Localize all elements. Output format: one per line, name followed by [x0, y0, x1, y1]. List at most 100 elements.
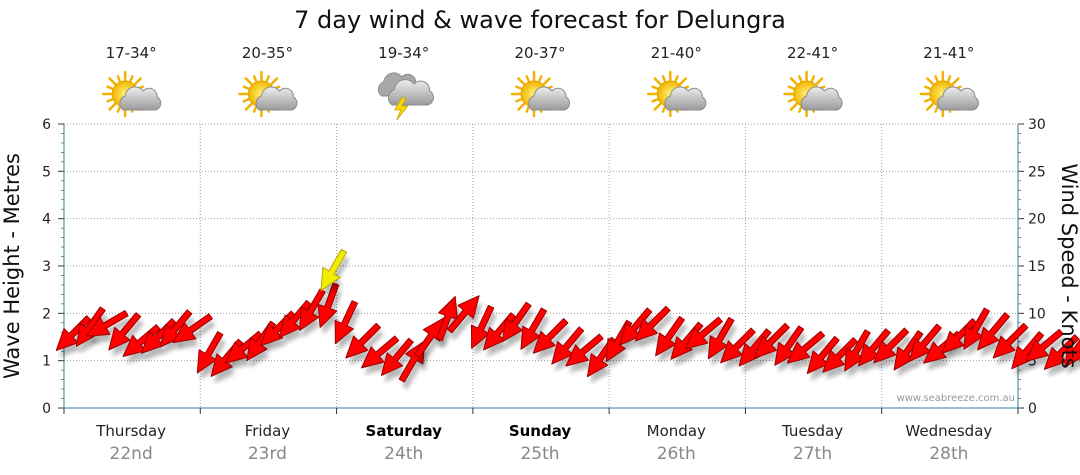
- day-header-tuesday: 22-41° Tuesday 27th: [781, 44, 843, 464]
- sun-ray: [242, 98, 250, 103]
- day-date-label: 28th: [929, 444, 968, 464]
- sun-ray: [798, 75, 803, 83]
- wind-arrow: [345, 322, 382, 359]
- wind-arrow-shape: [909, 323, 942, 362]
- wind-arrow-shape: [992, 322, 1029, 359]
- arrow-shadow: [790, 338, 828, 371]
- wind-arrow: [159, 309, 193, 348]
- left-tick-label: 2: [42, 306, 51, 322]
- temp-range-label: 20-35°: [242, 44, 293, 62]
- arrow-shadow-shape: [723, 335, 759, 370]
- wind-arrow: [754, 322, 790, 359]
- day-name-label: Wednesday: [905, 422, 992, 440]
- day-header-thursday: 17-34° Thursday 22nd: [95, 44, 166, 464]
- left-axis-title: Wave Height - Metres: [0, 153, 24, 379]
- arrow-shadow: [876, 335, 912, 370]
- wind-arrow: [786, 330, 826, 364]
- sun-ray: [108, 102, 117, 111]
- arrow-shadow: [638, 313, 674, 348]
- day-header-friday: 20-35° Friday 23rd: [238, 44, 298, 464]
- sun-ray: [661, 105, 667, 113]
- sun-ray: [787, 85, 795, 90]
- wind-arrow-shape: [334, 300, 359, 345]
- wind-arrow: [520, 307, 548, 350]
- arrow-shadow: [757, 330, 793, 365]
- arrow-shadow-shape: [175, 320, 216, 350]
- right-tick-label: 0: [1028, 401, 1037, 417]
- sun-ray: [515, 85, 523, 90]
- sun-ray: [926, 102, 935, 111]
- sun-ray: [108, 77, 117, 86]
- wind-arrow: [446, 295, 480, 334]
- wind-arrow: [470, 304, 495, 349]
- arrow-shadow-shape: [364, 343, 402, 375]
- wind-arrow-shape: [655, 315, 685, 357]
- wind-arrow: [501, 301, 532, 343]
- wind-arrow-shape: [1043, 334, 1080, 370]
- wind-arrow-shape: [551, 326, 585, 365]
- wind-arrow: [532, 318, 569, 354]
- wind-arrow-shape: [380, 337, 414, 376]
- day-name-label: Thursday: [95, 422, 166, 440]
- wind-arrow: [822, 337, 859, 373]
- arrow-shadow-shape: [89, 317, 132, 344]
- wind-arrow: [977, 312, 1011, 351]
- day-header-sunday: 20-37° Sunday 25th: [509, 44, 572, 464]
- arrow-shadow: [723, 335, 759, 370]
- day-header-saturday: 19-34° Saturday 24th: [366, 44, 443, 464]
- left-tick-label: 1: [42, 354, 51, 370]
- day-name-label: Saturday: [366, 422, 443, 440]
- day-header-wednesday: 21-41° Wednesday 28th: [905, 44, 992, 464]
- temp-range-label: 21-40°: [651, 44, 702, 62]
- wind-arrow: [361, 335, 400, 369]
- wind-arrow: [707, 316, 735, 360]
- arrow-shadow: [364, 343, 402, 375]
- arrow-shadow-shape: [1067, 334, 1080, 375]
- sun-ray: [538, 75, 543, 83]
- partly-cloudy-icon: [783, 70, 843, 118]
- wind-arrow-shape: [873, 327, 910, 364]
- arrow-shadow: [89, 317, 132, 344]
- sun-ray: [270, 77, 279, 86]
- right-tick-label: 30: [1028, 117, 1046, 133]
- wind-arrow: [992, 322, 1029, 359]
- sun-ray: [651, 98, 659, 103]
- sun-ray: [106, 98, 114, 103]
- day-date-label: 24th: [384, 444, 423, 464]
- arrow-shadow: [1067, 334, 1080, 375]
- wind-arrow: [634, 305, 671, 342]
- wind-arrow: [86, 310, 129, 337]
- sun-ray: [678, 77, 688, 86]
- wind-arrow-shape: [844, 329, 871, 372]
- sun-ray: [133, 77, 142, 86]
- wind-arrow: [873, 327, 910, 364]
- wind-arrow-highlight: [320, 248, 348, 292]
- day-name-label: Sunday: [509, 422, 572, 440]
- wind-arrow-shape: [159, 309, 193, 348]
- arrow-shadow-shape: [638, 313, 674, 348]
- sun-ray: [926, 77, 935, 86]
- wind-arrow-shape: [501, 301, 532, 343]
- sun-ray: [798, 105, 803, 113]
- sun-ray: [265, 75, 270, 83]
- arrow-shadow-shape: [348, 330, 384, 365]
- sun-ray: [525, 75, 530, 83]
- left-tick-label: 5: [42, 164, 51, 180]
- wind-arrow-shape: [977, 312, 1011, 351]
- wind-arrow-shape: [720, 327, 756, 364]
- credit-text: www.seabreeze.com.au: [897, 393, 1015, 404]
- day-name-label: Monday: [647, 422, 706, 440]
- sun-ray: [924, 98, 932, 103]
- sun-ray: [787, 98, 795, 103]
- sun-ray: [946, 75, 952, 83]
- wind-arrow: [172, 313, 213, 344]
- sun-ray: [934, 75, 939, 83]
- sun-ray: [106, 85, 114, 90]
- left-tick-label: 0: [42, 401, 51, 417]
- wind-arrow: [1043, 334, 1080, 370]
- arrow-shadow-shape: [688, 324, 726, 356]
- partly-cloudy-icon: [919, 70, 979, 118]
- wind-arrow-shape: [446, 295, 480, 334]
- wind-arrow-shape: [774, 325, 805, 366]
- cloud-shape: [255, 86, 298, 111]
